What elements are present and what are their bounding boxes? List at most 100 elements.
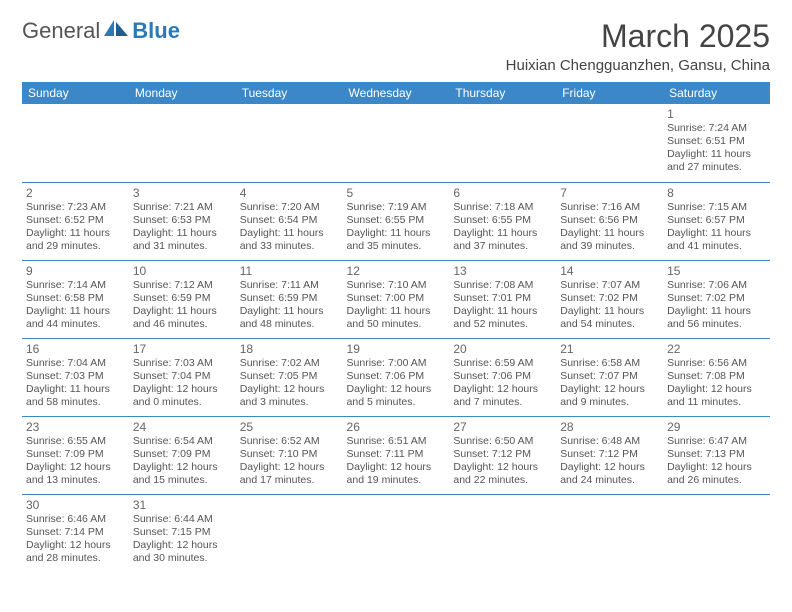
sunset-text: Sunset: 7:12 PM <box>453 448 552 461</box>
sunset-text: Sunset: 7:08 PM <box>667 370 766 383</box>
sunrise-text: Sunrise: 7:11 AM <box>240 279 339 292</box>
calendar-cell: 26Sunrise: 6:51 AMSunset: 7:11 PMDayligh… <box>343 416 450 494</box>
daylight-text: Daylight: 11 hours and 29 minutes. <box>26 227 125 253</box>
day-number: 9 <box>26 264 125 278</box>
daylight-text: Daylight: 11 hours and 39 minutes. <box>560 227 659 253</box>
daylight-text: Daylight: 11 hours and 44 minutes. <box>26 305 125 331</box>
sunrise-text: Sunrise: 7:18 AM <box>453 201 552 214</box>
day-number: 17 <box>133 342 232 356</box>
day-number: 20 <box>453 342 552 356</box>
day-number: 14 <box>560 264 659 278</box>
daylight-text: Daylight: 11 hours and 27 minutes. <box>667 148 766 174</box>
daylight-text: Daylight: 12 hours and 24 minutes. <box>560 461 659 487</box>
day-number: 6 <box>453 186 552 200</box>
sunset-text: Sunset: 7:12 PM <box>560 448 659 461</box>
day-number: 8 <box>667 186 766 200</box>
day-number: 31 <box>133 498 232 512</box>
sunrise-text: Sunrise: 7:02 AM <box>240 357 339 370</box>
daylight-text: Daylight: 12 hours and 11 minutes. <box>667 383 766 409</box>
sunrise-text: Sunrise: 7:23 AM <box>26 201 125 214</box>
daylight-text: Daylight: 12 hours and 28 minutes. <box>26 539 125 565</box>
sunset-text: Sunset: 6:58 PM <box>26 292 125 305</box>
sunset-text: Sunset: 6:55 PM <box>453 214 552 227</box>
daylight-text: Daylight: 11 hours and 48 minutes. <box>240 305 339 331</box>
sunset-text: Sunset: 7:07 PM <box>560 370 659 383</box>
day-number: 1 <box>667 107 766 121</box>
sunset-text: Sunset: 7:09 PM <box>26 448 125 461</box>
sunset-text: Sunset: 7:02 PM <box>560 292 659 305</box>
day-info: Sunrise: 6:47 AMSunset: 7:13 PMDaylight:… <box>667 435 766 488</box>
calendar-cell: 25Sunrise: 6:52 AMSunset: 7:10 PMDayligh… <box>236 416 343 494</box>
calendar-row: 9Sunrise: 7:14 AMSunset: 6:58 PMDaylight… <box>22 260 770 338</box>
day-number: 16 <box>26 342 125 356</box>
daylight-text: Daylight: 12 hours and 17 minutes. <box>240 461 339 487</box>
day-number: 21 <box>560 342 659 356</box>
calendar-cell-empty <box>343 494 450 572</box>
sunrise-text: Sunrise: 6:44 AM <box>133 513 232 526</box>
day-number: 15 <box>667 264 766 278</box>
day-info: Sunrise: 7:02 AMSunset: 7:05 PMDaylight:… <box>240 357 339 410</box>
sunset-text: Sunset: 7:02 PM <box>667 292 766 305</box>
day-info: Sunrise: 7:06 AMSunset: 7:02 PMDaylight:… <box>667 279 766 332</box>
sunrise-text: Sunrise: 7:19 AM <box>347 201 446 214</box>
calendar-cell: 2Sunrise: 7:23 AMSunset: 6:52 PMDaylight… <box>22 182 129 260</box>
daylight-text: Daylight: 11 hours and 52 minutes. <box>453 305 552 331</box>
day-number: 22 <box>667 342 766 356</box>
day-number: 30 <box>26 498 125 512</box>
calendar-cell: 24Sunrise: 6:54 AMSunset: 7:09 PMDayligh… <box>129 416 236 494</box>
sunset-text: Sunset: 6:59 PM <box>240 292 339 305</box>
calendar-row: 30Sunrise: 6:46 AMSunset: 7:14 PMDayligh… <box>22 494 770 572</box>
daylight-text: Daylight: 12 hours and 22 minutes. <box>453 461 552 487</box>
calendar-cell-empty <box>22 104 129 182</box>
calendar-head: SundayMondayTuesdayWednesdayThursdayFrid… <box>22 82 770 104</box>
calendar-cell: 5Sunrise: 7:19 AMSunset: 6:55 PMDaylight… <box>343 182 450 260</box>
day-number: 25 <box>240 420 339 434</box>
calendar-row: 23Sunrise: 6:55 AMSunset: 7:09 PMDayligh… <box>22 416 770 494</box>
sunset-text: Sunset: 6:53 PM <box>133 214 232 227</box>
title-block: March 2025 Huixian Chengguanzhen, Gansu,… <box>506 18 770 74</box>
day-info: Sunrise: 7:21 AMSunset: 6:53 PMDaylight:… <box>133 201 232 254</box>
weekday-row: SundayMondayTuesdayWednesdayThursdayFrid… <box>22 82 770 104</box>
sunrise-text: Sunrise: 6:55 AM <box>26 435 125 448</box>
day-info: Sunrise: 7:24 AMSunset: 6:51 PMDaylight:… <box>667 122 766 175</box>
day-info: Sunrise: 6:44 AMSunset: 7:15 PMDaylight:… <box>133 513 232 566</box>
sunrise-text: Sunrise: 6:52 AM <box>240 435 339 448</box>
day-number: 26 <box>347 420 446 434</box>
location-text: Huixian Chengguanzhen, Gansu, China <box>506 57 770 74</box>
calendar-cell-empty <box>663 494 770 572</box>
sunset-text: Sunset: 7:01 PM <box>453 292 552 305</box>
calendar-cell: 20Sunrise: 6:59 AMSunset: 7:06 PMDayligh… <box>449 338 556 416</box>
sunrise-text: Sunrise: 6:48 AM <box>560 435 659 448</box>
calendar-cell-empty <box>343 104 450 182</box>
sunrise-text: Sunrise: 7:03 AM <box>133 357 232 370</box>
day-info: Sunrise: 6:50 AMSunset: 7:12 PMDaylight:… <box>453 435 552 488</box>
sunset-text: Sunset: 7:09 PM <box>133 448 232 461</box>
daylight-text: Daylight: 11 hours and 33 minutes. <box>240 227 339 253</box>
day-info: Sunrise: 6:52 AMSunset: 7:10 PMDaylight:… <box>240 435 339 488</box>
calendar-cell-empty <box>556 104 663 182</box>
calendar-cell: 8Sunrise: 7:15 AMSunset: 6:57 PMDaylight… <box>663 182 770 260</box>
calendar-cell: 7Sunrise: 7:16 AMSunset: 6:56 PMDaylight… <box>556 182 663 260</box>
calendar-body: 1Sunrise: 7:24 AMSunset: 6:51 PMDaylight… <box>22 104 770 572</box>
sunrise-text: Sunrise: 7:12 AM <box>133 279 232 292</box>
daylight-text: Daylight: 12 hours and 13 minutes. <box>26 461 125 487</box>
daylight-text: Daylight: 11 hours and 37 minutes. <box>453 227 552 253</box>
calendar-cell: 30Sunrise: 6:46 AMSunset: 7:14 PMDayligh… <box>22 494 129 572</box>
sunset-text: Sunset: 6:59 PM <box>133 292 232 305</box>
day-info: Sunrise: 6:56 AMSunset: 7:08 PMDaylight:… <box>667 357 766 410</box>
sunrise-text: Sunrise: 6:46 AM <box>26 513 125 526</box>
calendar-cell: 4Sunrise: 7:20 AMSunset: 6:54 PMDaylight… <box>236 182 343 260</box>
calendar-cell: 16Sunrise: 7:04 AMSunset: 7:03 PMDayligh… <box>22 338 129 416</box>
daylight-text: Daylight: 12 hours and 9 minutes. <box>560 383 659 409</box>
calendar-cell: 11Sunrise: 7:11 AMSunset: 6:59 PMDayligh… <box>236 260 343 338</box>
sunset-text: Sunset: 6:51 PM <box>667 135 766 148</box>
day-number: 10 <box>133 264 232 278</box>
daylight-text: Daylight: 12 hours and 7 minutes. <box>453 383 552 409</box>
day-info: Sunrise: 7:19 AMSunset: 6:55 PMDaylight:… <box>347 201 446 254</box>
sunrise-text: Sunrise: 7:15 AM <box>667 201 766 214</box>
calendar-cell: 3Sunrise: 7:21 AMSunset: 6:53 PMDaylight… <box>129 182 236 260</box>
daylight-text: Daylight: 11 hours and 50 minutes. <box>347 305 446 331</box>
daylight-text: Daylight: 12 hours and 5 minutes. <box>347 383 446 409</box>
sunset-text: Sunset: 6:56 PM <box>560 214 659 227</box>
day-number: 7 <box>560 186 659 200</box>
